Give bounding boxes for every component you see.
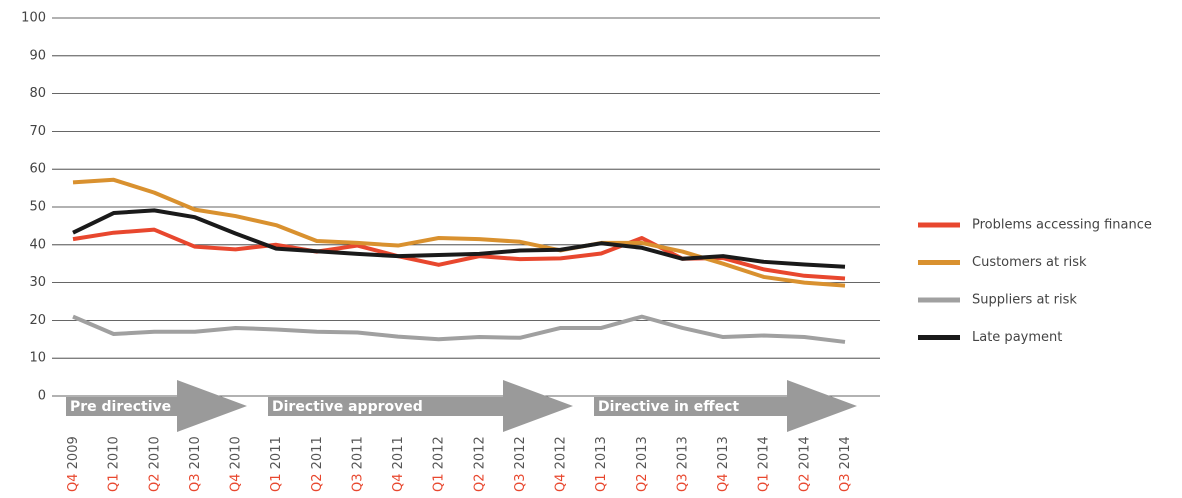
y-tick-label: 50 <box>29 200 46 215</box>
x-tick-label: Q1 2012 <box>431 436 446 492</box>
legend-label: Late payment <box>972 330 1062 345</box>
x-tick-label: Q2 2010 <box>147 436 162 492</box>
y-tick-label: 40 <box>29 237 46 252</box>
y-tick-label: 80 <box>29 86 46 101</box>
annotation-arrow <box>66 380 247 432</box>
x-tick-label: Q2 2011 <box>309 436 324 492</box>
x-tick-label: Q1 2014 <box>756 436 771 492</box>
series-line <box>72 208 846 269</box>
annotation: Directive in effect <box>598 399 739 415</box>
x-tick-label: Q3 2011 <box>350 436 365 492</box>
y-tick-label: 90 <box>29 48 46 63</box>
x-tick-label: Q2 2012 <box>472 436 487 492</box>
y-tick-label: 20 <box>29 313 46 328</box>
y-tick-label: 10 <box>29 351 46 366</box>
annotation: Pre directive <box>70 399 171 415</box>
y-tick-label: 0 <box>38 389 46 404</box>
x-tick-label: Q2 2014 <box>797 436 812 492</box>
x-tick-label: Q4 2011 <box>391 436 406 492</box>
x-tick-label: Q3 2014 <box>838 436 853 492</box>
annotation: Directive approved <box>272 399 423 415</box>
series-line <box>72 177 846 288</box>
y-tick-label: 30 <box>29 275 46 290</box>
annotation-arrow <box>268 380 573 432</box>
legend-label: Problems accessing finance <box>972 218 1152 233</box>
x-tick-label: Q4 2009 <box>66 436 81 492</box>
legend-label: Suppliers at risk <box>972 293 1077 308</box>
x-tick-label: Q3 2012 <box>512 436 527 492</box>
x-tick-label: Q3 2013 <box>675 436 690 492</box>
legend-label: Customers at risk <box>972 255 1087 270</box>
x-tick-label: Q2 2013 <box>634 436 649 492</box>
x-tick-label: Q4 2013 <box>716 436 731 492</box>
x-tick-label: Q4 2010 <box>228 436 243 492</box>
x-tick-label: Q1 2010 <box>106 436 121 492</box>
series-line <box>72 314 846 344</box>
y-tick-label: 100 <box>21 11 46 26</box>
y-tick-label: 60 <box>29 162 46 177</box>
x-tick-label: Q3 2010 <box>187 436 202 492</box>
x-tick-label: Q1 2013 <box>594 436 609 492</box>
x-tick-label: Q1 2011 <box>269 436 284 492</box>
y-tick-label: 70 <box>29 124 46 139</box>
x-tick-label: Q4 2012 <box>553 436 568 492</box>
annotation-arrow <box>594 380 857 432</box>
